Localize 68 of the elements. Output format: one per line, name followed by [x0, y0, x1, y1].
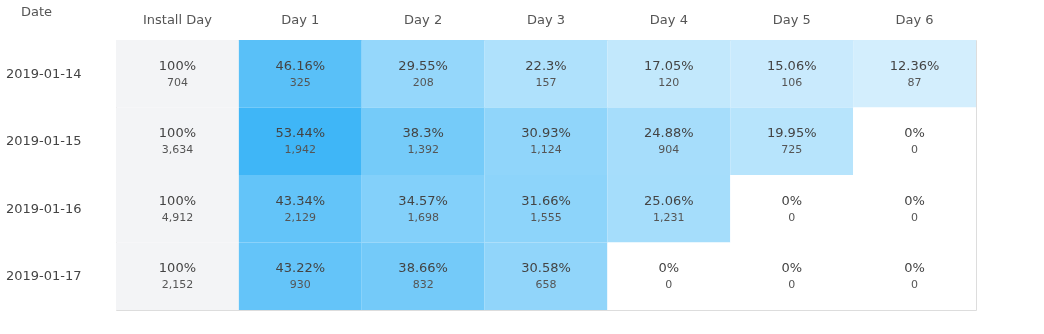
annotation: 3,634 — [161, 143, 194, 157]
annotation: 0 — [911, 143, 919, 157]
data-label: 29.55% — [398, 57, 448, 73]
annotation: 904 — [658, 143, 680, 157]
data-label: 30.93% — [521, 125, 571, 141]
data-label: 22.3% — [525, 57, 567, 73]
annotation: 1,124 — [530, 143, 562, 157]
data-label: 43.22% — [275, 260, 326, 276]
x-tick-label: Day 5 — [772, 11, 811, 27]
annotation: 1,555 — [530, 210, 562, 224]
annotation: 4,912 — [161, 210, 194, 224]
data-label: 100% — [158, 125, 197, 141]
data-label: 0% — [904, 260, 925, 276]
data-label: 43.34% — [275, 192, 326, 208]
data-label: 0% — [904, 125, 925, 141]
annotation: 120 — [658, 75, 680, 89]
annotation: 1,942 — [284, 143, 317, 157]
data-label: 100% — [158, 57, 197, 73]
y-tick-label: 2019-01-16 — [5, 200, 82, 216]
x-tick-label: Day 6 — [895, 11, 934, 27]
y-tick-label: 2019-01-15 — [5, 133, 82, 149]
data-label: 24.88% — [644, 125, 694, 141]
y-tick-label: 2019-01-17 — [5, 268, 82, 284]
data-label: 12.36% — [889, 57, 940, 73]
x-tick-label: Day 1 — [281, 11, 320, 27]
annotation: 704 — [166, 75, 188, 89]
annotation: 0 — [911, 278, 919, 292]
annotation: 658 — [535, 278, 557, 292]
x-tick-label: Day 2 — [404, 11, 443, 27]
data-label: 0% — [781, 192, 803, 208]
annotation: 0 — [788, 278, 796, 292]
y-axis-title: Date — [20, 3, 53, 19]
y-tick-label: 2019-01-14 — [5, 65, 82, 81]
data-label: 0% — [658, 260, 680, 276]
data-label: 53.44% — [275, 125, 326, 141]
annotation: 725 — [781, 143, 803, 157]
data-label: 34.57% — [398, 192, 448, 208]
data-label: 25.06% — [644, 192, 694, 208]
data-label: 19.95% — [766, 125, 817, 141]
data-label: 31.66% — [521, 192, 571, 208]
data-label: 0% — [781, 260, 803, 276]
data-label: 15.06% — [766, 57, 817, 73]
annotation: 325 — [289, 75, 311, 89]
x-tick-label: Install Day — [142, 11, 213, 27]
data-label: 100% — [158, 260, 197, 276]
annotation: 0 — [911, 210, 919, 224]
annotation: 930 — [289, 278, 311, 292]
data-label: 0% — [904, 192, 925, 208]
annotation: 106 — [781, 75, 803, 89]
annotation: 1,698 — [407, 210, 439, 224]
data-label: 46.16% — [275, 57, 326, 73]
x-tick-label: Day 3 — [526, 11, 566, 27]
annotation: 157 — [535, 75, 557, 89]
annotation: 0 — [665, 278, 673, 292]
annotation: 208 — [412, 75, 434, 89]
data-label: 17.05% — [644, 57, 694, 73]
annotation: 1,392 — [407, 143, 439, 157]
data-label: 100% — [158, 192, 197, 208]
data-label: 30.58% — [521, 260, 571, 276]
annotation: 0 — [788, 210, 796, 224]
annotation: 1,231 — [653, 210, 685, 224]
annotation: 832 — [412, 278, 434, 292]
annotation: 2,129 — [284, 210, 317, 224]
annotation: 87 — [907, 75, 922, 89]
x-tick-label: Day 4 — [649, 11, 688, 27]
annotation: 2,152 — [161, 278, 194, 292]
data-label: 38.3% — [402, 125, 444, 141]
data-label: 38.66% — [398, 260, 448, 276]
